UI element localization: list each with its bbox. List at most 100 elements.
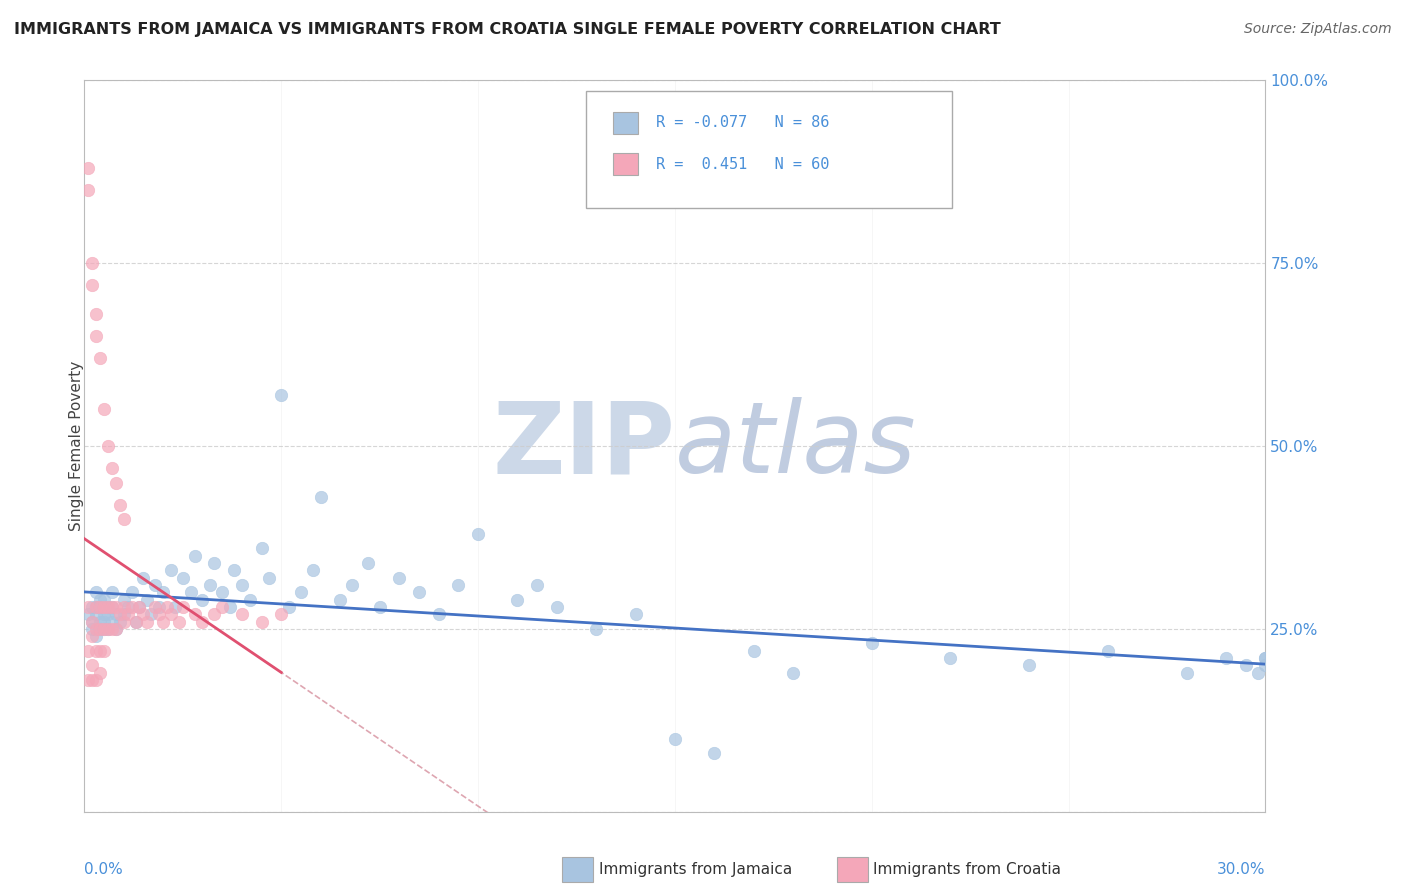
Point [89,351,111,366]
Point [250,615,273,629]
Point [183,549,205,563]
Point [782,665,804,680]
Point [117,599,139,614]
Point [357,556,380,570]
Point [89,644,111,658]
Point [77,599,100,614]
Point [84,644,107,658]
Point [1234,658,1257,673]
Point [132,571,155,585]
Point [101,585,124,599]
Text: atlas: atlas [675,398,917,494]
Point [148,607,170,622]
Point [191,592,214,607]
Point [89,599,111,614]
Point [84,599,107,614]
Point [467,526,489,541]
Point [1254,658,1277,673]
Point [211,585,233,599]
Point [93,622,115,636]
Point [89,622,111,636]
Point [1175,665,1198,680]
Point [112,607,135,622]
Point [270,388,292,402]
Point [82,615,104,629]
Point [112,592,135,607]
Point [89,622,111,636]
Point [112,599,135,614]
Point [101,599,124,614]
Point [1018,658,1040,673]
Point [860,636,883,650]
Point [82,658,104,673]
Point [1254,651,1277,665]
Point [585,622,607,636]
Y-axis label: Single Female Poverty: Single Female Poverty [69,361,83,531]
FancyBboxPatch shape [613,153,638,176]
Point [160,563,183,577]
Point [290,585,312,599]
Point [259,571,281,585]
Point [82,278,104,293]
Point [104,475,127,490]
Point [82,622,104,636]
Point [160,607,183,622]
Point [84,622,107,636]
Point [77,183,100,197]
Point [526,578,548,592]
Point [211,599,233,614]
Point [104,622,127,636]
Point [84,599,107,614]
Point [506,592,529,607]
Point [664,731,686,746]
Point [93,402,115,417]
Point [77,607,100,622]
Point [136,592,159,607]
Point [93,599,115,614]
Point [89,615,111,629]
Point [427,607,450,622]
Point [112,615,135,629]
Text: ZIP: ZIP [492,398,675,494]
Point [108,615,131,629]
Point [200,578,222,592]
Point [270,607,292,622]
Point [301,563,323,577]
Point [97,622,120,636]
FancyBboxPatch shape [586,91,952,209]
Text: 30.0%: 30.0% [1218,863,1265,877]
Point [239,592,262,607]
Point [82,599,104,614]
Text: 0.0%: 0.0% [84,863,124,877]
Text: Source: ZipAtlas.com: Source: ZipAtlas.com [1244,22,1392,37]
Point [117,607,139,622]
Text: Immigrants from Croatia: Immigrants from Croatia [873,863,1062,877]
Point [101,461,124,475]
Point [202,556,225,570]
Point [128,599,150,614]
Point [141,607,163,622]
Point [219,599,242,614]
Point [84,607,107,622]
Point [77,673,100,687]
Point [250,541,273,556]
Point [104,622,127,636]
Point [163,599,186,614]
Point [82,256,104,270]
Point [202,607,225,622]
Point [1254,651,1277,665]
Point [121,585,143,599]
Point [1215,651,1237,665]
Point [77,644,100,658]
Point [108,498,131,512]
Point [97,599,120,614]
Point [84,329,107,343]
Point [231,578,253,592]
Text: Immigrants from Jamaica: Immigrants from Jamaica [599,863,792,877]
Point [104,607,127,622]
Text: IMMIGRANTS FROM JAMAICA VS IMMIGRANTS FROM CROATIA SINGLE FEMALE POVERTY CORRELA: IMMIGRANTS FROM JAMAICA VS IMMIGRANTS FR… [14,22,1001,37]
Point [97,439,120,453]
Point [167,615,190,629]
FancyBboxPatch shape [613,112,638,134]
Point [152,585,174,599]
